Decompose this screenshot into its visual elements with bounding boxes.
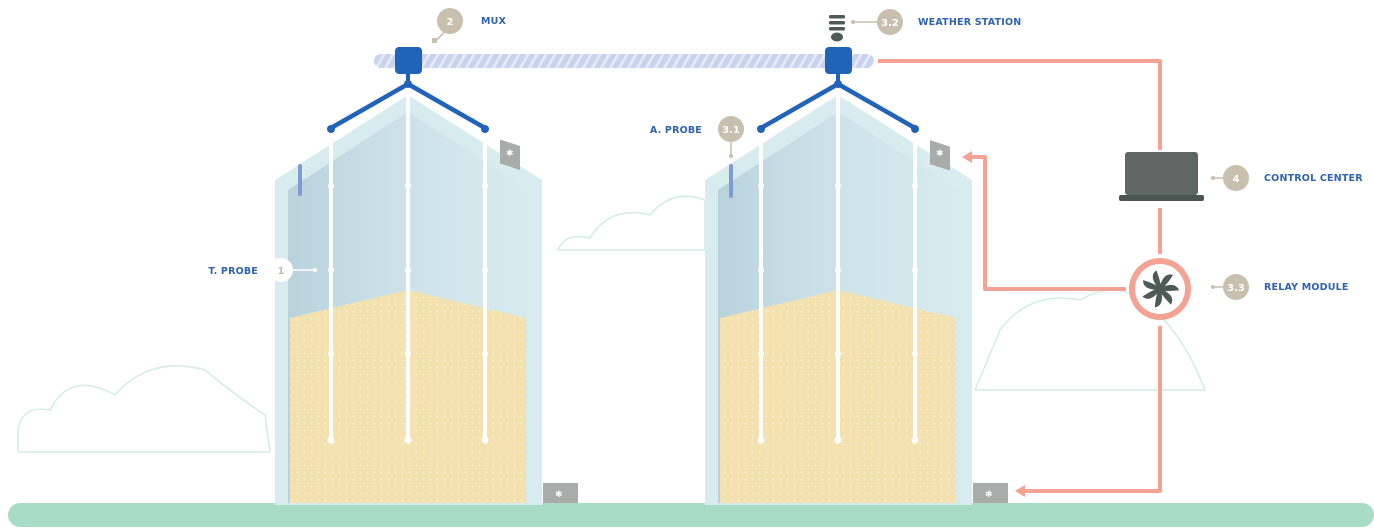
callout-t-probe: 1 T. PROBE: [208, 258, 317, 282]
silo-2-sensor-nodes: [757, 183, 919, 444]
weather-station-box: [825, 47, 852, 74]
callout-weather-station: 3.2 WEATHER STATION: [851, 9, 1021, 35]
svg-text:✱: ✱: [555, 490, 563, 500]
silo-2-cables: [759, 88, 917, 442]
svg-text:✱: ✱: [936, 149, 944, 159]
mux-box: [395, 47, 422, 74]
callout-mux: 2 MUX: [432, 8, 507, 43]
t-probe-badge: [269, 258, 293, 282]
mux-badge-text: 2: [447, 17, 454, 28]
data-bus: [374, 54, 874, 68]
silo-1-cables: [329, 88, 487, 442]
callout-control-center: 4 CONTROL CENTER: [1211, 165, 1363, 191]
t-probe-badge-text: 1: [278, 266, 285, 277]
mux-label: MUX: [481, 16, 507, 27]
weather-station-label: WEATHER STATION: [918, 17, 1021, 28]
silo-1-aerator: ✱: [543, 483, 578, 503]
weather-station-badge: [877, 9, 903, 35]
laptop-icon: [1119, 152, 1204, 201]
a-probe-label: A. PROBE: [650, 125, 702, 136]
background-clouds: [17, 195, 1207, 453]
control-center-badge-text: 4: [1233, 174, 1240, 185]
svg-text:✱: ✱: [985, 490, 993, 500]
a-probe-badge: [718, 116, 744, 142]
ground: [8, 503, 1374, 527]
silo-1-roof-vent: ✱: [500, 139, 520, 170]
link-relay-to-aerator: [1024, 326, 1162, 493]
control-center-label: CONTROL CENTER: [1264, 173, 1363, 184]
callout-a-probe: 3.1 A. PROBE: [650, 116, 744, 158]
silo-2-roof-vent: ✱: [930, 140, 950, 171]
silo-2-aerator: ✱: [973, 483, 1008, 503]
silo-1: ✱ ✱: [275, 62, 578, 505]
relay-module-label: RELAY MODULE: [1264, 282, 1349, 293]
arrow-to-aerator: [1015, 485, 1025, 497]
silo-1-sensor-nodes: [327, 183, 489, 444]
relay-module-badge: [1223, 274, 1249, 300]
silo-2: ✱ ✱: [705, 62, 1008, 505]
link-bus-to-control: [878, 59, 1162, 150]
link-relay-to-roof-fan: [970, 155, 1126, 291]
svg-text:✱: ✱: [506, 149, 514, 159]
weather-station-badge-text: 3.2: [881, 18, 899, 29]
control-center-badge: [1223, 165, 1249, 191]
weather-station-icon: [829, 15, 845, 42]
fan-icon: [1129, 258, 1191, 320]
a-probe-badge-text: 3.1: [722, 125, 740, 136]
mux-badge: [437, 8, 463, 34]
callout-relay-module: 3.3 RELAY MODULE: [1211, 274, 1349, 300]
control-links: [878, 59, 1162, 493]
relay-module-badge-text: 3.3: [1227, 283, 1245, 294]
arrow-to-roof-fan: [962, 151, 972, 163]
t-probe-label: T. PROBE: [208, 266, 258, 277]
